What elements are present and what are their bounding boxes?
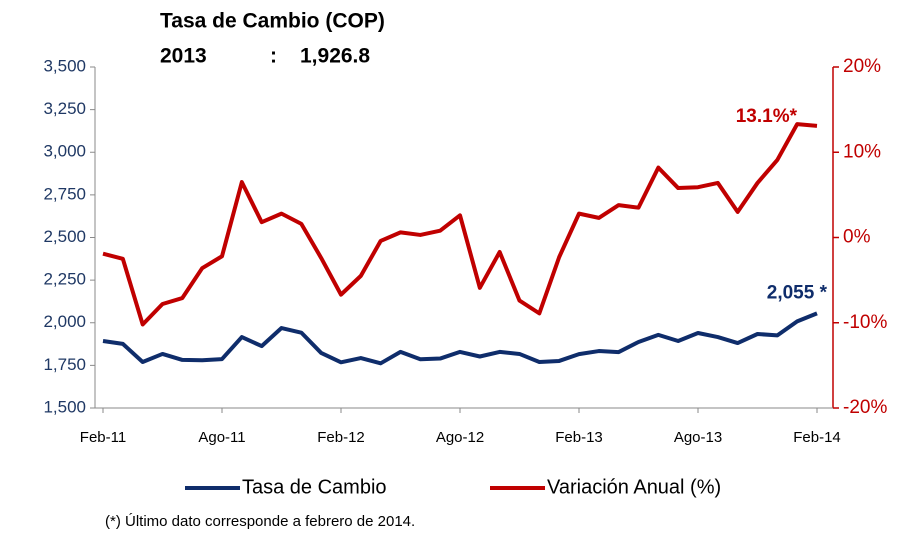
series-line — [102, 311, 818, 366]
legend-label: Tasa de Cambio — [242, 476, 387, 498]
chart-title: Tasa de Cambio (COP) — [160, 10, 385, 33]
y2-tick-label: 10% — [843, 141, 881, 162]
y-tick-label: 1,500 — [43, 397, 86, 416]
y2-tick-label: -20% — [843, 397, 887, 418]
subtitle-year: 2013 — [160, 45, 207, 68]
y-tick-label: 3,250 — [43, 99, 86, 118]
x-tick-label: Feb-11 — [80, 429, 126, 446]
x-tick-label: Feb-14 — [793, 429, 841, 446]
y-tick-label: 3,500 — [43, 56, 86, 75]
legend-label: Variación Anual (%) — [547, 476, 721, 498]
y2-tick-label: 0% — [843, 227, 871, 248]
x-tick-label: Feb-13 — [555, 429, 603, 446]
y2-tick-label: 20% — [843, 56, 881, 77]
y-tick-label: 2,750 — [43, 184, 86, 203]
subtitle-sep: : — [270, 45, 277, 68]
y-tick-label: 1,750 — [43, 355, 86, 374]
x-tick-label: Ago-12 — [436, 429, 484, 446]
x-tick-label: Ago-13 — [674, 429, 722, 446]
series-line — [102, 122, 818, 327]
footnote: (*) Último dato corresponde a febrero de… — [105, 513, 415, 530]
y2-tick-label: -10% — [843, 312, 887, 333]
subtitle-value: 1,926.8 — [300, 45, 370, 68]
x-tick-label: Ago-11 — [198, 429, 245, 446]
annotation: 2,055 * — [767, 282, 828, 303]
y-tick-label: 2,000 — [43, 312, 86, 331]
y-tick-label: 2,250 — [43, 270, 86, 289]
y-tick-label: 3,000 — [43, 142, 86, 161]
y-tick-label: 2,500 — [43, 227, 86, 246]
x-tick-label: Feb-12 — [317, 429, 365, 446]
annotation: 13.1%* — [736, 106, 798, 127]
